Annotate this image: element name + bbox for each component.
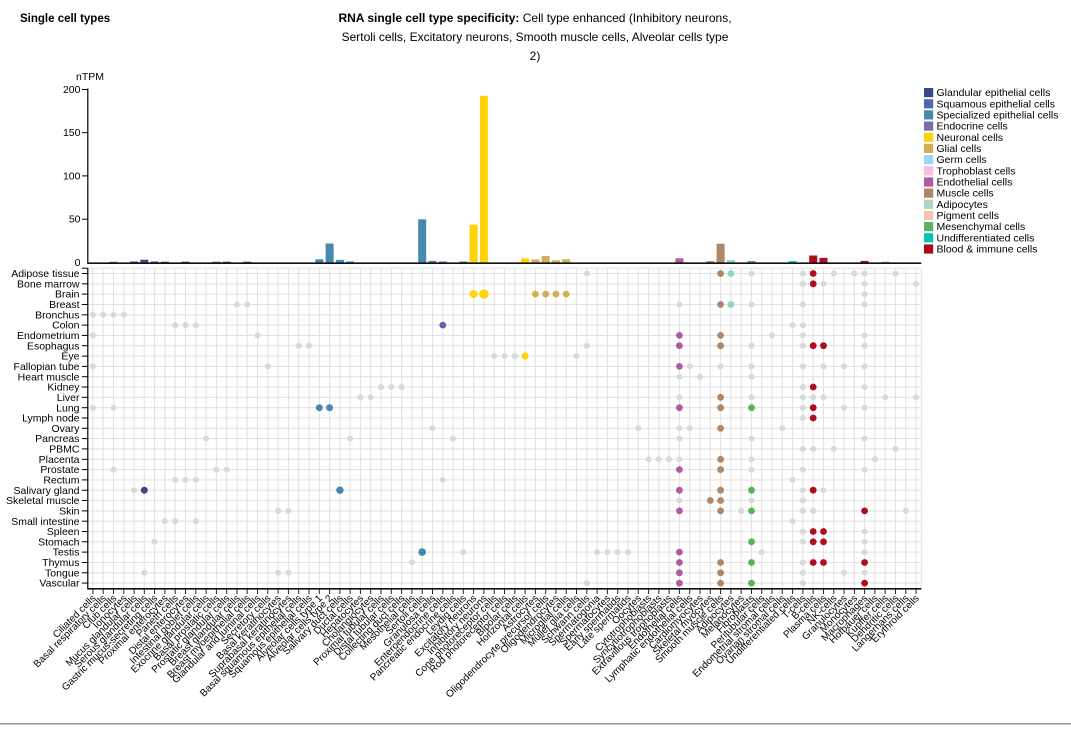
svg-text:Adipocytes: Adipocytes [937,199,988,211]
svg-text:200: 200 [63,84,81,96]
svg-text:Salivary gland: Salivary gland [14,485,80,497]
svg-text:Lymph node: Lymph node [22,413,80,425]
svg-text:Neuronal cells: Neuronal cells [937,132,1004,144]
svg-text:Endometrium: Endometrium [17,330,80,342]
svg-text:PBMC: PBMC [49,444,80,456]
svg-text:Specialized epithelial cells: Specialized epithelial cells [937,110,1059,122]
svg-text:Tongue: Tongue [45,567,80,579]
svg-text:50: 50 [69,214,81,226]
svg-text:Small intestine: Small intestine [11,516,79,528]
svg-text:Kidney: Kidney [47,382,80,394]
svg-text:0: 0 [75,257,81,269]
svg-text:Pigment cells: Pigment cells [937,210,999,222]
svg-text:Endothelial cells: Endothelial cells [937,177,1013,189]
svg-text:Placenta: Placenta [39,454,80,466]
svg-text:Colon: Colon [52,320,80,332]
svg-text:Bronchus: Bronchus [35,309,79,321]
svg-text:Skeletal muscle: Skeletal muscle [6,495,80,507]
svg-text:Muscle cells: Muscle cells [937,188,994,200]
svg-text:Blood & immune cells: Blood & immune cells [937,244,1038,256]
svg-text:Bone marrow: Bone marrow [17,278,80,290]
svg-text:Testis: Testis [53,547,80,559]
svg-text:Ovary: Ovary [51,423,80,435]
svg-text:RNA single cell type specifici: RNA single cell type specificity: Cell t… [338,11,731,25]
svg-text:150: 150 [63,127,81,139]
svg-text:Brain: Brain [55,289,80,301]
svg-text:Stomach: Stomach [38,536,80,548]
svg-text:100: 100 [63,170,81,182]
svg-text:Germ cells: Germ cells [937,154,987,166]
svg-text:Vascular: Vascular [39,578,80,590]
svg-text:Eye: Eye [61,351,79,363]
svg-text:Liver: Liver [57,392,80,404]
svg-text:2): 2) [530,49,541,63]
svg-text:Squamous epithelial cells: Squamous epithelial cells [937,98,1055,110]
svg-text:Lung: Lung [56,402,80,414]
svg-text:Mesenchymal cells: Mesenchymal cells [937,221,1026,233]
svg-text:Thymus: Thymus [42,557,79,569]
svg-text:Trophoblast cells: Trophoblast cells [937,165,1016,177]
svg-text:Glial cells: Glial cells [937,143,982,155]
svg-text:Rectum: Rectum [43,475,79,487]
svg-text:Glandular epithelial cells: Glandular epithelial cells [937,87,1051,99]
svg-text:Adipose tissue: Adipose tissue [11,268,79,280]
svg-text:Endocrine cells: Endocrine cells [937,121,1008,133]
svg-text:Pancreas: Pancreas [35,433,79,445]
svg-text:Prostate: Prostate [40,464,79,476]
svg-text:Breast: Breast [49,299,79,311]
svg-text:Spleen: Spleen [47,526,80,538]
svg-text:nTPM: nTPM [76,71,104,83]
svg-text:Undifferentiated cells: Undifferentiated cells [937,232,1035,244]
svg-text:Fallopian tube: Fallopian tube [14,361,80,373]
svg-text:Skin: Skin [59,506,80,518]
svg-text:Heart muscle: Heart muscle [18,371,80,383]
svg-text:Single cell types: Single cell types [20,13,110,25]
svg-text:Sertoli cells, Excitatory neur: Sertoli cells, Excitatory neurons, Smoot… [342,30,729,44]
svg-text:Esophagus: Esophagus [27,340,80,352]
